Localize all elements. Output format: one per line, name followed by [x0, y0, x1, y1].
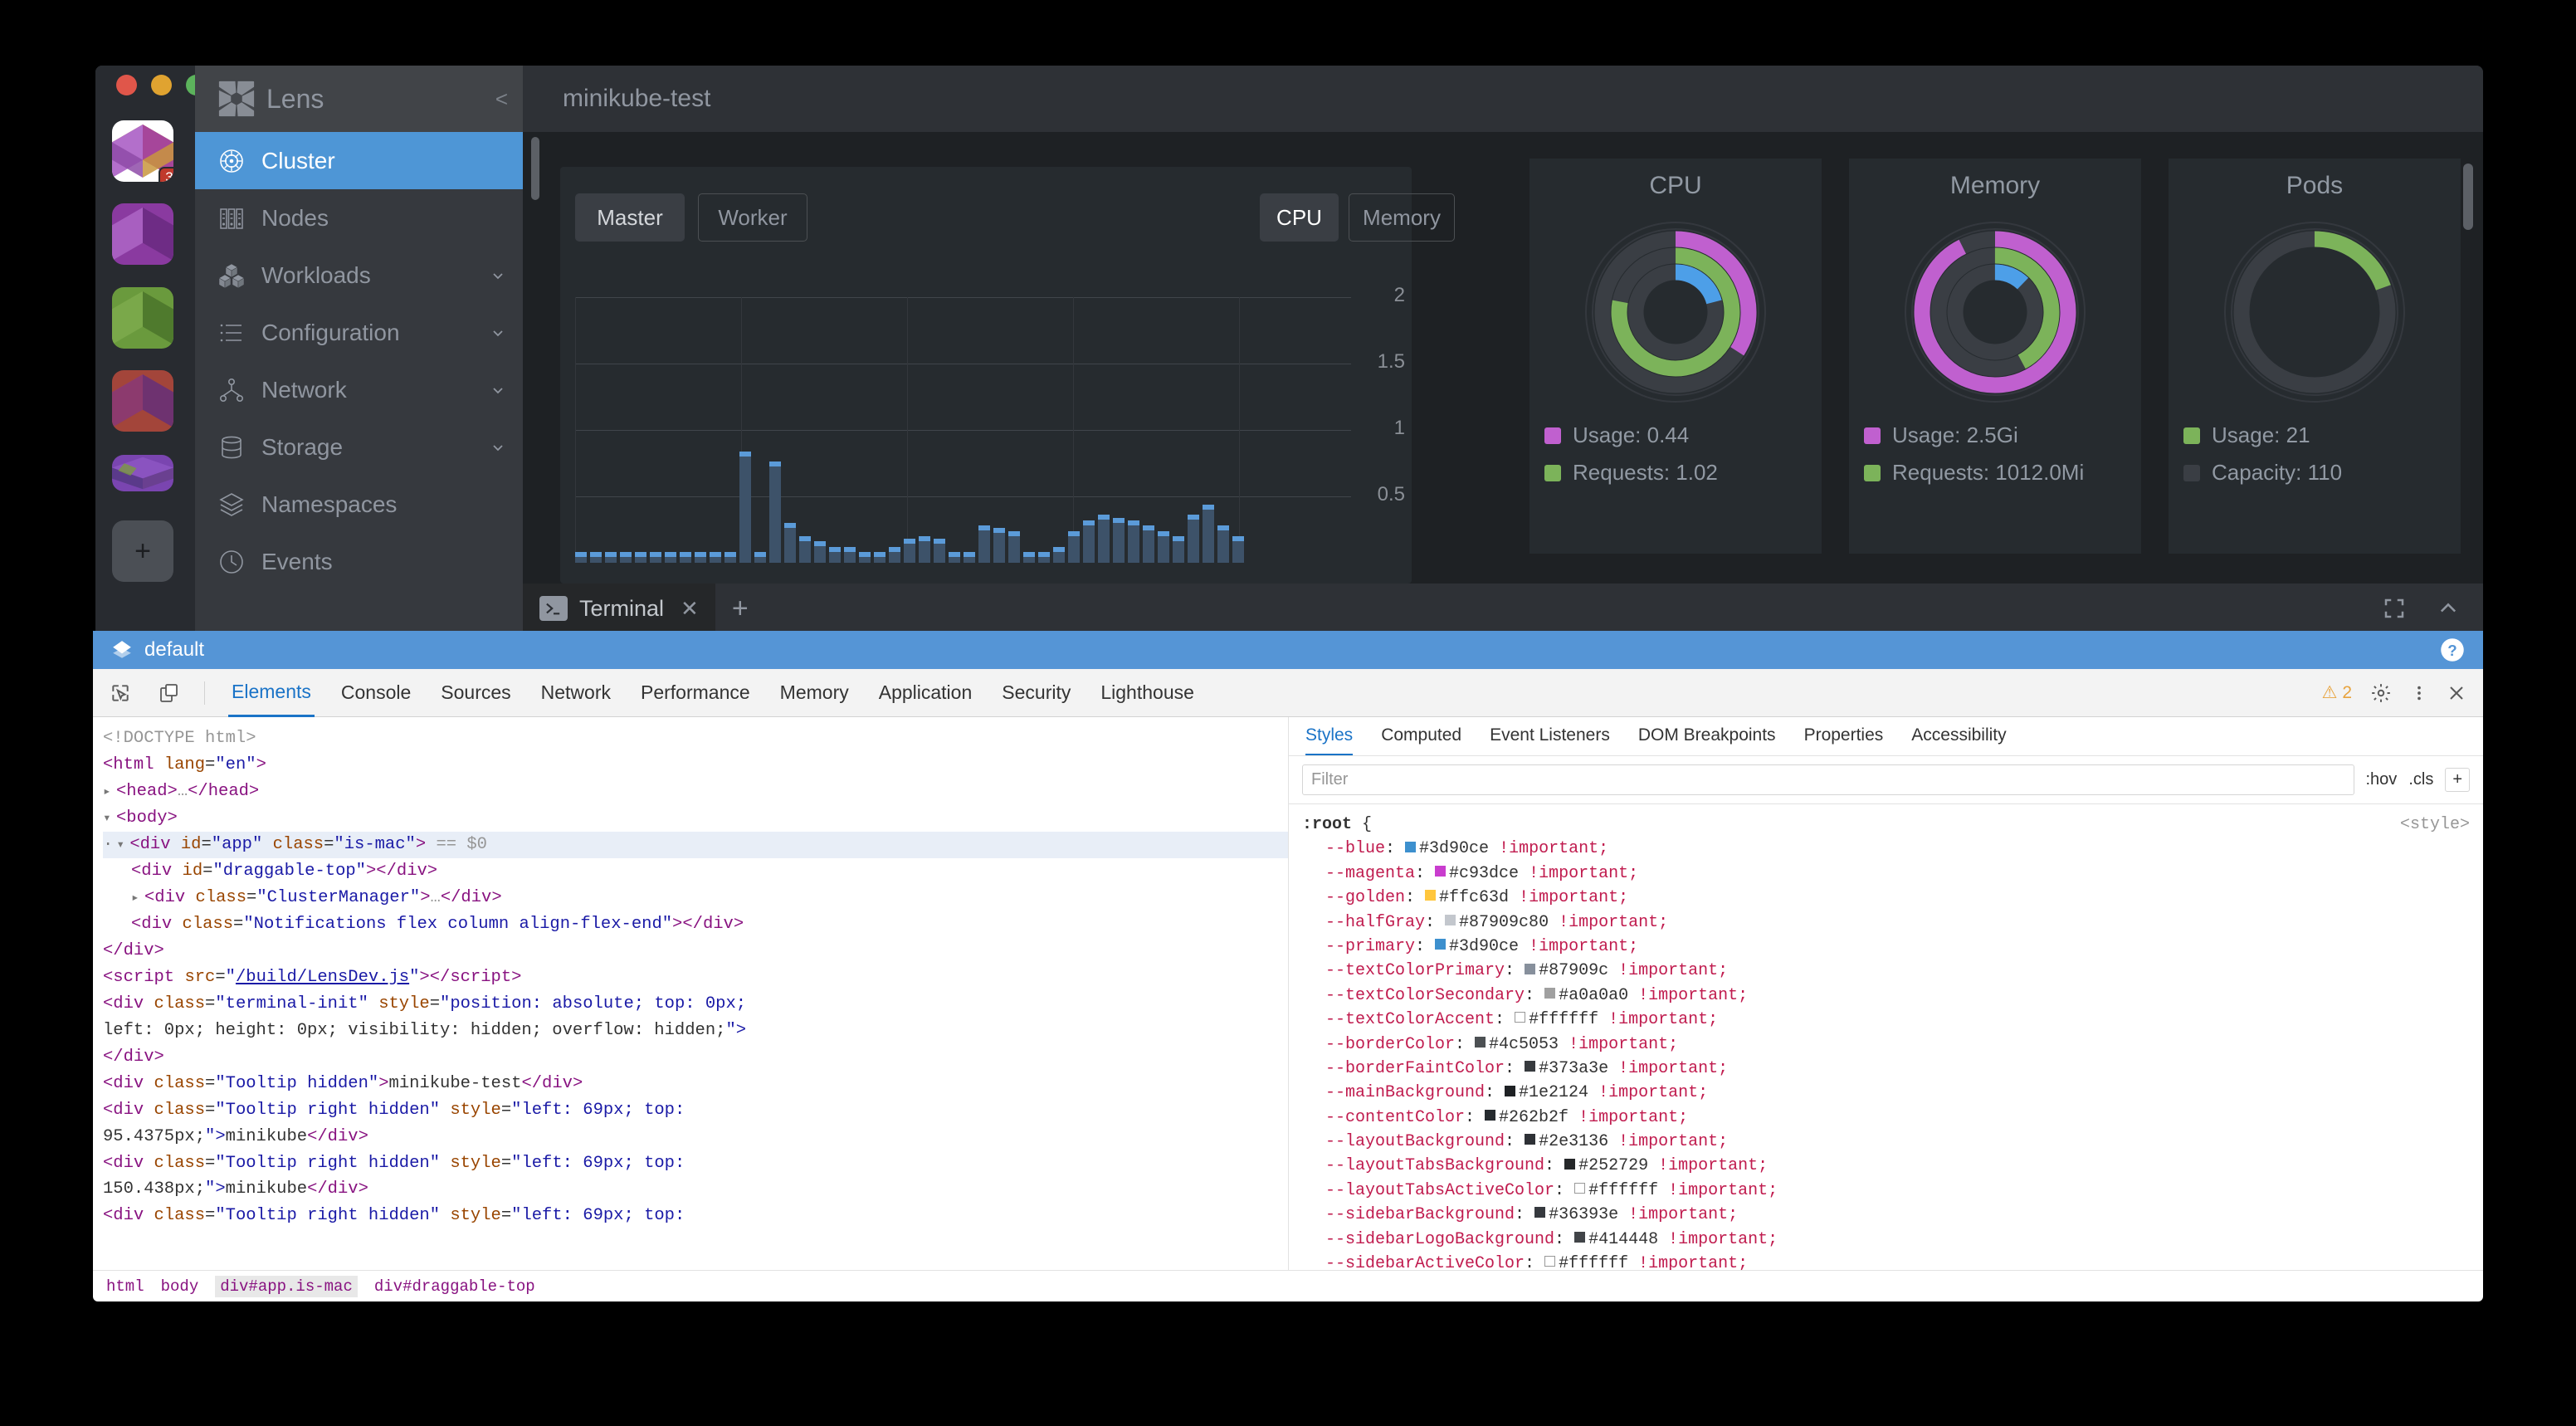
svg-text:?: ?	[2447, 642, 2456, 659]
